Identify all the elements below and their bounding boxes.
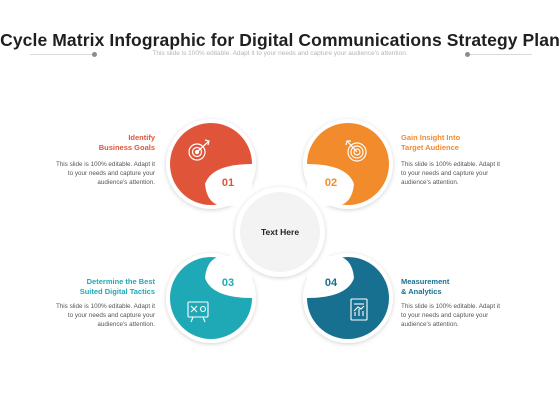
step-2-number: 02 [325, 177, 337, 189]
step-4-label-line2: & Analytics [401, 287, 442, 296]
step-1-description: This slide is 100% editable. Adapt it to… [56, 160, 155, 187]
step-4-node: 04 [303, 253, 393, 343]
step-2-label: Gain Insight Into Target Audience [401, 133, 460, 153]
step-2-desc-line1: This slide is 100% editable. Adapt it [401, 161, 501, 168]
step-2-desc-line2: to your needs and capture your [401, 170, 489, 177]
step-3-node: 03 [166, 253, 256, 343]
step-1-label-line1: Identify [128, 133, 155, 142]
step-2-label-line1: Gain Insight Into [401, 133, 461, 142]
step-4-number: 04 [325, 277, 338, 289]
step-1-desc-line3: audience's attention. [97, 179, 155, 186]
step-3-desc-line2: to your needs and capture your [67, 312, 155, 319]
analytics-report-icon [350, 298, 368, 321]
center-node: Text Here [235, 187, 325, 277]
step-3-description: This slide is 100% editable. Adapt it to… [56, 302, 155, 329]
step-4-notch [307, 256, 354, 298]
step-1-notch [205, 164, 252, 206]
step-2-desc-line3: audience's attention. [401, 179, 459, 186]
step-4-description: This slide is 100% editable. Adapt it to… [401, 302, 500, 329]
title-rule-right [467, 54, 532, 55]
step-4-desc-line2: to your needs and capture your [401, 312, 489, 319]
step-3-notch [205, 256, 252, 298]
step-1-label: Identify Business Goals [99, 133, 155, 153]
title-rule-left [30, 54, 95, 55]
step-1-number: 01 [222, 177, 234, 189]
strategy-board-icon [187, 301, 209, 323]
step-3-desc-line3: audience's attention. [97, 321, 155, 328]
step-1-node: 01 [166, 119, 256, 209]
center-circle-inner [240, 192, 320, 272]
step-3-number: 03 [222, 277, 234, 289]
title-rule-left-dot [92, 52, 97, 57]
step-4-desc-line1: This slide is 100% editable. Adapt it [401, 303, 501, 310]
step-2-node: 02 [303, 119, 393, 209]
step-4-label-line1: Measurement [401, 277, 450, 286]
step-4-label: Measurement & Analytics [401, 277, 449, 297]
step-3-desc-line1: This slide is 100% editable. Adapt it [55, 303, 155, 310]
page-title: Cycle Matrix Infographic for Digital Com… [0, 30, 560, 50]
bullseye-icon [345, 140, 367, 162]
center-text: Text Here [261, 227, 299, 237]
page-subtitle: This slide is 100% editable. Adapt it to… [152, 50, 408, 57]
step-1-label-line2: Business Goals [98, 143, 155, 152]
step-4-desc-line3: audience's attention. [401, 321, 459, 328]
step-2-description: This slide is 100% editable. Adapt it to… [401, 160, 500, 187]
step-1-desc-line1: This slide is 100% editable. Adapt it [55, 161, 155, 168]
step-1-desc-line2: to your needs and capture your [67, 170, 155, 177]
title-rule-right-dot [465, 52, 470, 57]
step-2-label-line2: Target Audience [401, 143, 459, 152]
step-3-label-line2: Suited Digital Tactics [79, 287, 155, 296]
step-3-label-line1: Determine the Best [86, 277, 155, 286]
step-2-notch [307, 164, 354, 206]
step-3-label: Determine the Best Suited Digital Tactic… [80, 277, 155, 297]
target-arrow-icon [188, 139, 210, 161]
